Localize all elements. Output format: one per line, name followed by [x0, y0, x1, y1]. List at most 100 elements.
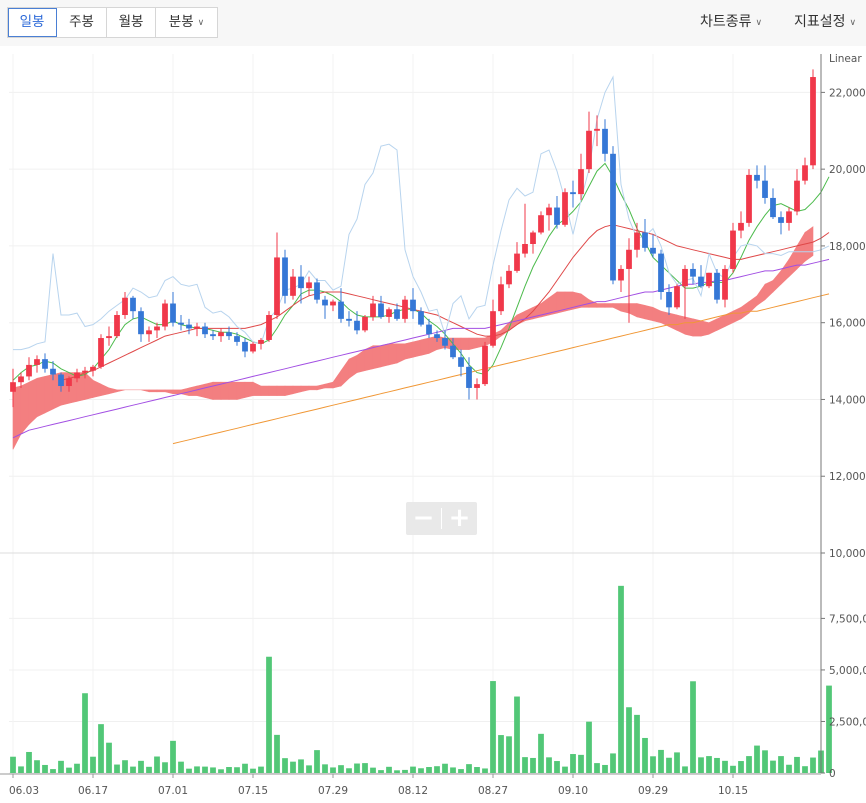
volume-bar — [578, 754, 584, 773]
candle-body — [458, 357, 464, 367]
candle-body — [802, 165, 808, 181]
candle-body — [762, 180, 768, 198]
volume-bar — [258, 766, 264, 773]
volume-bar — [122, 760, 128, 773]
volume-bar — [626, 707, 632, 773]
chart-toolbar: 일봉 주봉 월봉 분봉 ∨ 차트종류 ∨ 지표설정 ∨ — [0, 0, 866, 46]
candle-body — [482, 345, 488, 385]
candle-body — [602, 128, 608, 154]
candle-body — [138, 311, 144, 335]
volume-bar — [90, 756, 96, 773]
volume-bar — [178, 761, 184, 773]
zoom-in-button[interactable]: + — [448, 503, 471, 533]
candle-body — [418, 311, 424, 325]
candle-body — [682, 268, 688, 287]
candle-body — [202, 326, 208, 335]
volume-bar — [314, 750, 320, 773]
date-label: 09.29 — [638, 785, 668, 797]
price-tick-label: 22,000 — [829, 87, 866, 99]
candle-body — [130, 297, 136, 312]
volume-bar — [514, 696, 520, 773]
candle-body — [42, 359, 48, 369]
volume-bar — [170, 740, 176, 773]
stock-chart[interactable]: Linear 10,000 12,000 14,000 16,000 18,000 20,0… — [0, 46, 866, 803]
volume-bar — [146, 766, 152, 773]
period-minute-dropdown[interactable]: 분봉 ∨ — [156, 8, 217, 37]
candle-body — [642, 232, 648, 248]
volume-bar — [162, 762, 168, 773]
candle-body — [226, 332, 232, 337]
ichimoku-cloud-segment — [652, 306, 662, 324]
date-label: 07.15 — [238, 785, 268, 797]
indicator-settings-label: 지표설정 — [794, 14, 846, 30]
ichimoku-cloud-segment — [28, 377, 38, 426]
ichimoku-cloud-segment — [204, 381, 214, 400]
ichimoku-cloud-segment — [428, 335, 438, 354]
period-daily-button[interactable]: 일봉 — [8, 8, 57, 37]
volume-bar — [226, 767, 232, 773]
volume-bar — [826, 685, 832, 773]
ichimoku-cloud-segment — [12, 385, 22, 450]
ichimoku-cloud-segment — [244, 381, 254, 398]
candle-body — [90, 366, 96, 371]
period-monthly-button[interactable]: 월봉 — [107, 8, 156, 37]
volume-bar — [106, 742, 112, 773]
chevron-down-icon: ∨ — [197, 18, 205, 28]
volume-bar — [194, 766, 200, 773]
volume-bar — [658, 749, 664, 773]
volume-tick-label: 0 — [829, 768, 836, 780]
candle-body — [338, 301, 344, 319]
candle-body — [58, 374, 64, 387]
volume-bar — [634, 714, 640, 773]
volume-bar — [538, 733, 544, 773]
volume-bar — [26, 751, 32, 773]
ichimoku-cloud-segment — [596, 303, 606, 308]
volume-bar — [714, 757, 720, 773]
volume-bar — [242, 763, 248, 773]
price-tick-label: 10,000 — [829, 548, 866, 560]
volume-bar — [362, 763, 368, 773]
ichimoku-cloud-segment — [604, 303, 614, 308]
zoom-out-button[interactable]: − — [412, 503, 435, 533]
volume-bar — [674, 752, 680, 773]
date-label: 06.17 — [78, 785, 108, 797]
ichimoku-cloud-segment — [396, 343, 406, 364]
volume-bar — [290, 761, 296, 773]
volume-bar — [250, 768, 256, 773]
ichimoku-cloud-segment — [468, 337, 478, 350]
candle-body — [186, 324, 192, 329]
ichimoku-cloud-segment — [732, 306, 742, 324]
volume-bar — [66, 767, 72, 773]
candle-body — [170, 303, 176, 323]
candle-body — [674, 286, 680, 308]
volume-bar — [354, 763, 360, 773]
price-tick-label: 20,000 — [829, 164, 866, 176]
candle-body — [426, 324, 432, 335]
indicator-settings-dropdown[interactable]: 지표설정 ∨ — [794, 11, 856, 33]
ichimoku-cloud-segment — [628, 303, 638, 318]
period-weekly-button[interactable]: 주봉 — [57, 8, 107, 37]
ichimoku-cloud-segment — [276, 385, 286, 396]
chart-type-dropdown[interactable]: 차트종류 ∨ — [700, 11, 762, 33]
volume-bar — [82, 693, 88, 773]
volume-bar — [58, 760, 64, 773]
volume-bar — [130, 766, 136, 773]
ichimoku-cloud-segment — [788, 244, 798, 278]
candle-body — [466, 366, 472, 388]
ichimoku-cloud-segment — [252, 381, 262, 396]
volume-bar — [218, 769, 224, 773]
candle-body — [346, 318, 352, 321]
ichimoku-cloud-segment — [460, 337, 470, 350]
volume-bar — [706, 756, 712, 773]
candle-body — [786, 211, 792, 223]
volume-bar — [778, 756, 784, 773]
candle-body — [410, 299, 416, 312]
ichimoku-cloud-segment — [700, 320, 710, 337]
candle-body — [402, 299, 408, 319]
candle-body — [322, 299, 328, 306]
candle-body — [690, 268, 696, 277]
ichimoku-cloud-segment — [708, 318, 718, 335]
candle-body — [50, 368, 56, 375]
ichimoku-cloud-segment — [756, 283, 766, 307]
volume-bar — [42, 764, 48, 773]
